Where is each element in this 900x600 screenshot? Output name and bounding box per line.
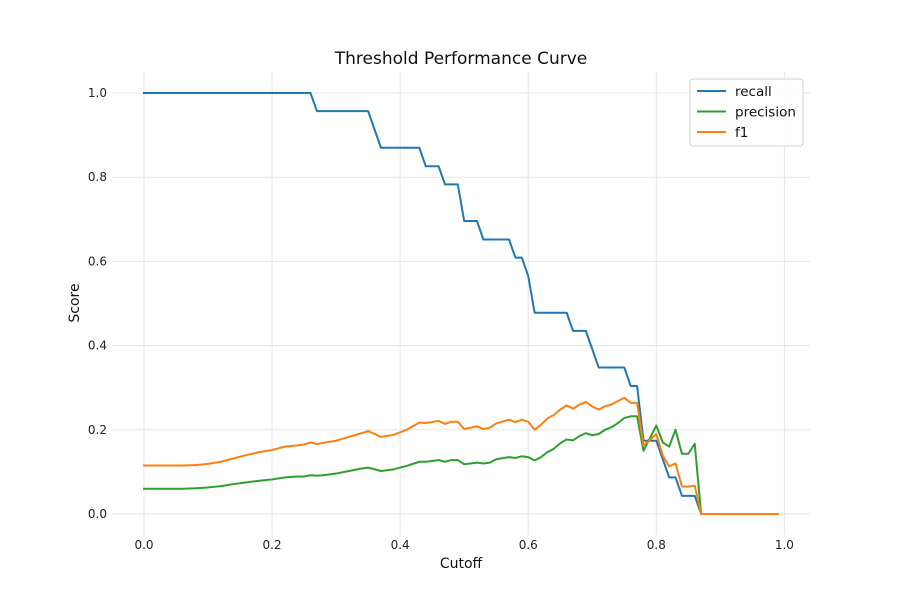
series-lines [143, 92, 779, 515]
y-tick-label: 1.0 [88, 86, 107, 100]
grid [112, 72, 810, 535]
y-tick-labels: 0.0 0.2 0.4 0.6 0.8 1.0 [88, 86, 107, 521]
chart-title: Threshold Performance Curve [334, 49, 587, 69]
x-tick-label: 0.8 [647, 538, 666, 552]
legend-label-precision: precision [735, 105, 796, 121]
legend-box [689, 78, 804, 147]
x-tick-label: 0.2 [263, 538, 282, 552]
y-tick-label: 0.4 [88, 339, 107, 353]
series-line-precision [143, 415, 779, 515]
y-tick-label: 0.8 [88, 170, 107, 184]
x-tick-label: 1.0 [775, 538, 794, 552]
y-tick-label: 0.0 [88, 507, 107, 521]
x-tick-label: 0.6 [519, 538, 538, 552]
x-axis-label: Cutoff [440, 556, 483, 572]
series-line-f1 [143, 396, 779, 515]
legend: recall precision f1 [689, 78, 804, 147]
x-tick-label: 0.4 [391, 538, 410, 552]
y-tick-label: 0.2 [88, 423, 107, 437]
series-line-recall [143, 92, 779, 515]
y-tick-label: 0.6 [88, 254, 107, 268]
x-tick-label: 0.0 [134, 538, 153, 552]
y-axis-label: Score [67, 283, 83, 322]
x-tick-labels: 0.0 0.2 0.4 0.6 0.8 1.0 [134, 538, 793, 552]
legend-label-recall: recall [735, 84, 772, 100]
legend-label-f1: f1 [735, 125, 748, 141]
